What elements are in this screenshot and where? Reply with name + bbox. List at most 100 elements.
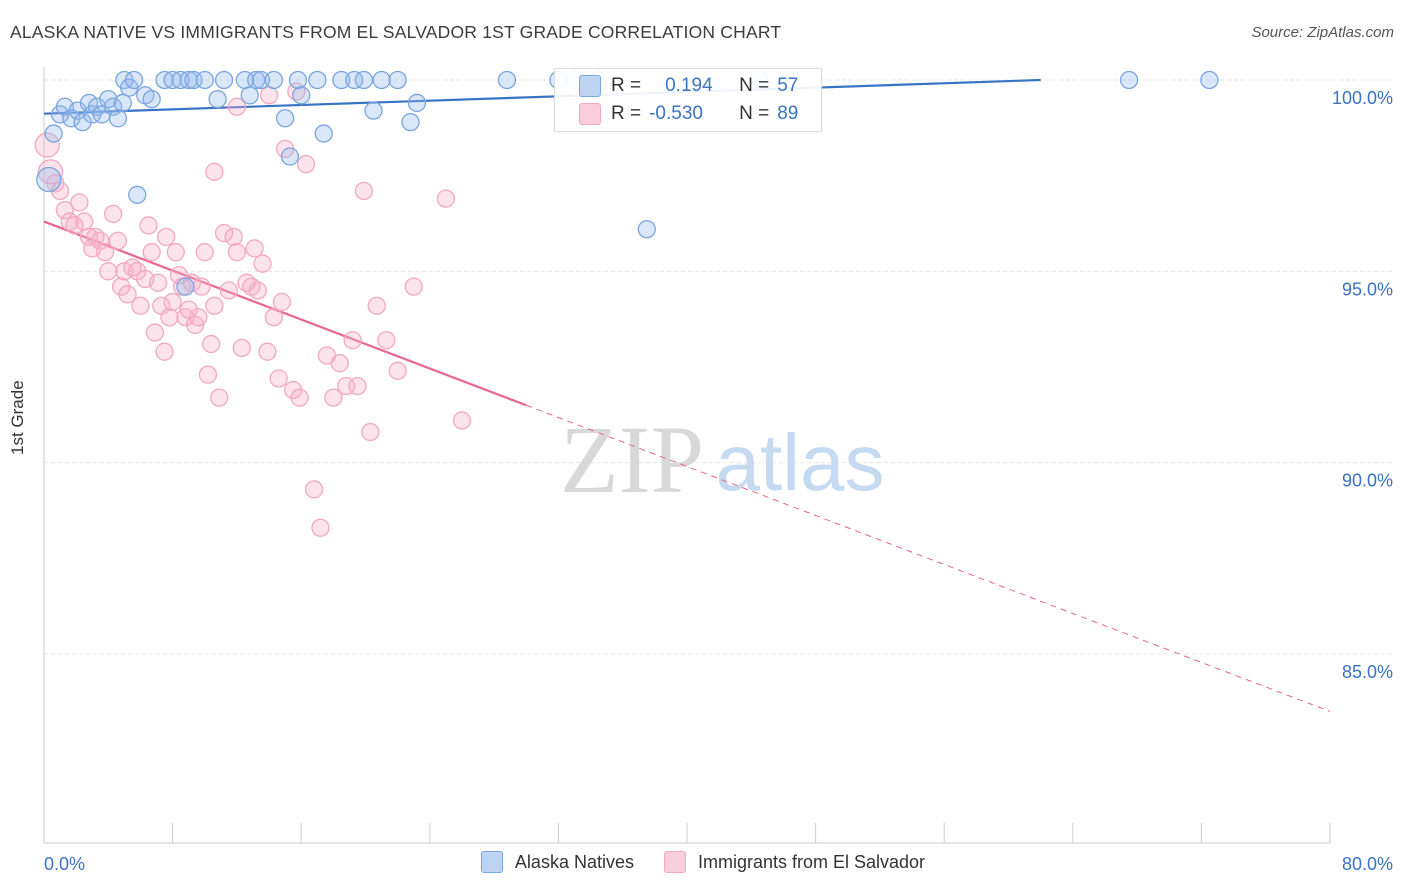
alaska-native-point	[308, 70, 327, 90]
alaska-native-point	[208, 89, 227, 109]
tick-labels: 85.0% 90.0% 95.0% 100.0% 0.0% 80.0%	[44, 88, 1393, 874]
el-salvador-point	[99, 262, 118, 281]
el-salvador-point	[166, 243, 185, 262]
alaska-native-point	[36, 166, 62, 193]
el-salvador-point	[311, 518, 330, 537]
el-salvador-point	[269, 369, 288, 388]
legend-n-value: 89	[777, 103, 799, 124]
legend-item-alaska-natives: Alaska Natives	[480, 851, 634, 873]
el-salvador-point	[195, 243, 214, 262]
alaska-native-point	[275, 109, 295, 128]
el-salvador-point	[148, 273, 168, 292]
el-salvador-point	[452, 411, 472, 430]
el-salvador-point	[205, 162, 224, 181]
el-salvador-point	[354, 181, 374, 201]
alaska-native-point	[280, 147, 300, 166]
alaska-native-point	[372, 70, 391, 90]
chart-title: ALASKA NATIVE VS IMMIGRANTS FROM EL SALV…	[10, 22, 782, 42]
el-salvador-point	[160, 308, 179, 327]
alaska-native-point	[44, 124, 63, 143]
gridlines	[44, 79, 1392, 655]
el-salvador-point	[258, 342, 277, 361]
el-salvador-point	[219, 281, 239, 300]
alaska-native-point	[128, 185, 147, 204]
el-salvador-point	[70, 193, 89, 212]
alaska-native-point	[214, 70, 234, 90]
el-salvador-point	[296, 155, 316, 174]
alaska-native-point	[240, 86, 259, 105]
alaska-native-point	[314, 124, 333, 143]
el-salvador-point	[157, 227, 176, 247]
el-salvador-point	[248, 281, 267, 300]
el-salvador-point	[131, 296, 150, 315]
legend-row-elsalvador: R = -0.530 N = 89	[579, 100, 798, 128]
el-salvador-point	[192, 277, 211, 296]
legend-n-label: N =	[739, 75, 770, 96]
alaska-native-point	[1200, 70, 1219, 90]
axes	[43, 67, 1331, 844]
el-salvador-point	[205, 296, 224, 315]
legend-item-el-salvador: Immigrants from El Salvador	[663, 851, 926, 873]
el-salvador-point	[245, 239, 264, 258]
el-salvador-point	[145, 323, 165, 342]
alaska-native-point	[345, 70, 364, 90]
alaska-native-point	[354, 70, 374, 90]
el-salvador-point	[214, 223, 234, 243]
el-salvador-point	[108, 231, 128, 250]
y-axis-label: 1st Grade	[8, 380, 27, 455]
el-salvador-point	[142, 243, 161, 262]
el-salvador-point	[210, 388, 229, 407]
legend-swatch-pink	[663, 851, 686, 873]
source-label: Source: ZipAtlas.com	[1251, 24, 1394, 41]
alaska-native-point	[364, 101, 383, 120]
el-salvador-point	[436, 189, 456, 208]
alaska-native-point	[103, 97, 123, 116]
legend-r-label: R =	[611, 103, 642, 124]
legend-swatch-pink	[579, 103, 601, 125]
el-salvador-point	[361, 422, 380, 442]
el-salvador-point	[253, 254, 272, 273]
el-salvador-point	[189, 308, 208, 327]
el-salvador-point	[377, 331, 396, 350]
alaska-native-point	[264, 70, 284, 90]
series-legend: Alaska Natives Immigrants from El Salvad…	[0, 851, 1406, 873]
el-salvador-point	[388, 361, 407, 380]
y-tick-label: 85.0%	[1342, 662, 1393, 682]
alaska-native-point	[124, 70, 144, 90]
alaska-native-point	[292, 86, 311, 105]
alaska-native-point	[401, 112, 420, 132]
alaska-native-point	[176, 277, 195, 296]
el-salvador-point	[330, 354, 349, 373]
legend-swatch-blue	[480, 851, 503, 873]
el-salvador-point	[139, 216, 158, 235]
legend-swatch-blue	[579, 75, 601, 97]
el-salvador-point	[367, 296, 386, 315]
alaska-native-point	[388, 70, 407, 90]
x-tick-label: 0.0%	[44, 854, 85, 874]
x-tick-label: 80.0%	[1342, 854, 1393, 874]
alaska-native-point	[251, 70, 271, 90]
el-salvador-point	[304, 480, 324, 499]
legend-label: Immigrants from El Salvador	[697, 851, 926, 872]
legend-r-value: -0.530	[649, 103, 703, 124]
el-salvador-point	[34, 132, 60, 158]
el-salvador-trend-extension	[526, 404, 1331, 712]
stats-legend: R = 0.194 N = 57 R = -0.530 N = 89	[554, 68, 822, 132]
watermark-zip: ZIP	[560, 406, 704, 513]
el-salvador-point	[227, 243, 247, 262]
el-salvador-point	[343, 331, 362, 350]
alaska-native-point	[1119, 70, 1139, 90]
alaska-native-point	[332, 70, 351, 90]
alaska-native-point	[407, 93, 427, 113]
el-salvador-point	[103, 204, 123, 224]
y-tick-label: 90.0%	[1342, 471, 1393, 491]
el-salvador-point	[324, 388, 343, 407]
el-salvador-point	[404, 277, 423, 296]
el-salvador-point	[55, 200, 75, 220]
el-salvador-point	[118, 285, 137, 304]
el-salvador-point	[79, 227, 99, 247]
data-points	[34, 70, 1219, 537]
alaska-native-point	[497, 70, 517, 90]
el-salvador-point	[91, 231, 110, 250]
